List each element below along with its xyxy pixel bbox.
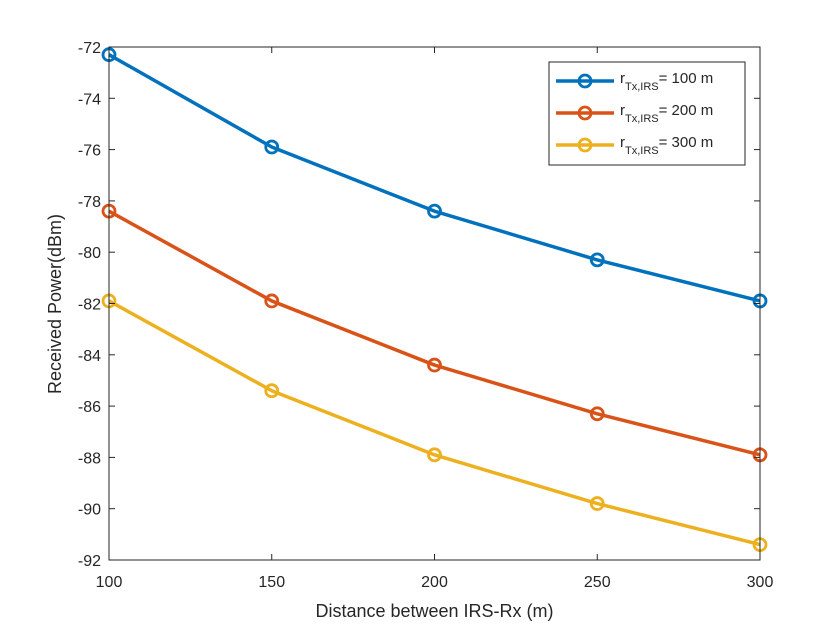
legend-label-subscript: Tx,IRS: [625, 81, 659, 93]
x-tick-label: 250: [584, 574, 611, 591]
x-tick-label: 150: [258, 574, 285, 591]
y-tick-label: -92: [78, 553, 101, 570]
x-tick-label: 100: [96, 574, 123, 591]
legend-swatch-marker: [577, 73, 593, 89]
legend-swatch-marker: [577, 137, 593, 153]
y-tick-label: -90: [78, 502, 101, 519]
legend-entry-2: rTx,IRS= 200 m: [556, 102, 713, 125]
legend-label-subscript: Tx,IRS: [625, 113, 659, 125]
legend-label: rTx,IRS= 200 m: [620, 102, 713, 125]
data-point: [427, 203, 442, 219]
data-point: [264, 293, 280, 309]
series-line: [108, 53, 761, 303]
legend-entry-1: rTx,IRS= 100 m: [556, 70, 713, 93]
legend-label-base: r: [620, 70, 625, 87]
data-point: [589, 496, 605, 511]
y-axis-label: Received Power(dBm): [45, 214, 65, 394]
y-tick-label: -78: [78, 194, 101, 211]
y-tick-label: -80: [78, 245, 101, 262]
legend-label-tail: = 200 m: [659, 102, 714, 119]
legend-label-base: r: [620, 102, 625, 119]
legend-label: rTx,IRS= 100 m: [620, 70, 713, 93]
y-tick-label: -76: [78, 143, 101, 160]
legend-label: rTx,IRS= 300 m: [620, 134, 713, 157]
y-tick-label: -82: [78, 297, 101, 314]
y-tick-label: -74: [78, 91, 101, 108]
legend-label-base: r: [620, 134, 625, 151]
data-point: [264, 383, 280, 399]
x-axis-ticks: 100 150 200 250 300: [96, 47, 774, 591]
y-tick-label: -86: [78, 399, 101, 416]
data-point: [589, 252, 605, 268]
legend-label-subscript: Tx,IRS: [625, 145, 659, 157]
y-tick-label: -88: [78, 450, 101, 467]
y-tick-label: -84: [78, 348, 101, 365]
data-point: [427, 447, 442, 463]
data-point: [264, 139, 280, 155]
series-line: [108, 299, 761, 547]
legend-swatch-marker: [577, 105, 593, 121]
x-tick-label: 300: [747, 574, 774, 591]
x-axis-label: Distance between IRS-Rx (m): [315, 601, 553, 621]
data-point: [427, 357, 442, 373]
legend-entry-3: rTx,IRS= 300 m: [556, 134, 713, 157]
y-axis-ticks: -72 -74 -76 -78 -80 -82 -84 -86 -88 -90 -92: [78, 40, 760, 570]
y-tick-label: -72: [78, 40, 101, 57]
data-point: [589, 406, 605, 422]
legend-label-tail: = 300 m: [659, 134, 714, 151]
x-tick-label: 200: [421, 574, 448, 591]
series-line: [108, 209, 761, 457]
legend-label-tail: = 100 m: [659, 70, 714, 87]
